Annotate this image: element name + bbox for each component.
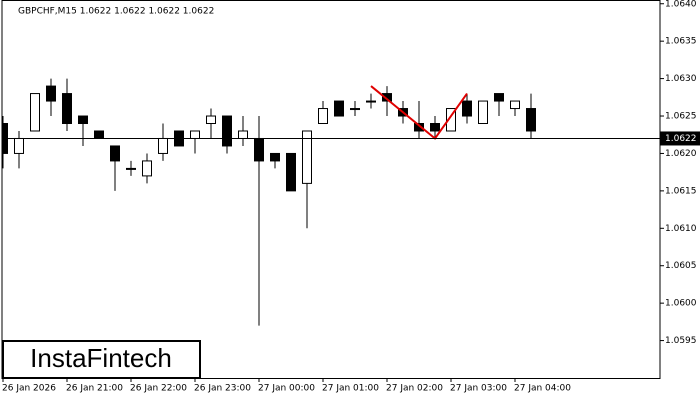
candle-body <box>318 108 328 125</box>
candle-body <box>94 130 104 139</box>
x-tick-label: 27 Jan 04:00 <box>514 384 571 394</box>
candle-body <box>286 152 296 192</box>
x-tick-label: 26 Jan 2026 <box>2 384 56 394</box>
y-tick-label: 1.0595 <box>665 336 697 346</box>
y-tick-label: 1.0625 <box>665 112 697 122</box>
candle-body <box>494 93 504 102</box>
candle-body <box>158 137 168 154</box>
x-tick-label: 27 Jan 00:00 <box>258 384 315 394</box>
x-tick-label: 27 Jan 02:00 <box>386 384 443 394</box>
candle-body <box>510 100 520 110</box>
candle-body <box>526 108 536 132</box>
candle-body <box>142 160 152 177</box>
candle-body <box>270 152 280 162</box>
y-tick-label: 1.0620 <box>665 149 697 159</box>
candle-body <box>334 100 344 117</box>
last-price-label: 1.0622 <box>665 134 697 144</box>
x-tick-label: 27 Jan 01:00 <box>322 384 379 394</box>
logo-box <box>2 340 201 379</box>
last-price-box <box>660 131 700 146</box>
candle-body <box>126 167 136 170</box>
candle-body <box>46 85 56 102</box>
x-tick-label: 27 Jan 03:00 <box>450 384 507 394</box>
plot-frame <box>1 0 661 379</box>
x-tick-label: 26 Jan 21:00 <box>66 384 123 394</box>
candle-body <box>30 93 40 132</box>
candle-body <box>478 100 488 125</box>
candle-body <box>254 137 264 162</box>
y-tick-label: 1.0630 <box>665 74 697 84</box>
y-tick-label: 1.0610 <box>665 224 697 234</box>
candle-body <box>78 115 88 125</box>
candle-body <box>414 123 424 132</box>
logo-text: InstaFintech <box>30 343 172 373</box>
candle-body <box>430 123 440 132</box>
x-tick-label: 26 Jan 23:00 <box>194 384 251 394</box>
chart-title: GBPCHF,M15 1.0622 1.0622 1.0622 1.0622 <box>18 7 214 17</box>
x-tick-label: 26 Jan 22:00 <box>130 384 187 394</box>
candle-body <box>238 130 248 139</box>
candle-body <box>462 100 472 117</box>
y-tick-label: 1.0615 <box>665 186 697 196</box>
candle-body <box>206 115 216 125</box>
y-tick-label: 1.0605 <box>665 261 697 271</box>
candle-body <box>446 108 456 132</box>
candle-body <box>110 145 120 162</box>
candle-body <box>190 130 200 139</box>
candle-body <box>350 108 360 111</box>
y-tick-label: 1.0600 <box>665 299 697 309</box>
candle-body <box>222 115 232 147</box>
candle-body <box>14 137 24 154</box>
candle-body <box>62 93 72 125</box>
candle-body <box>302 130 312 184</box>
candle-body <box>382 93 392 102</box>
y-tick-label: 1.0635 <box>665 37 697 47</box>
candle-body <box>366 100 376 103</box>
y-tick-label: 1.0640 <box>665 0 697 9</box>
